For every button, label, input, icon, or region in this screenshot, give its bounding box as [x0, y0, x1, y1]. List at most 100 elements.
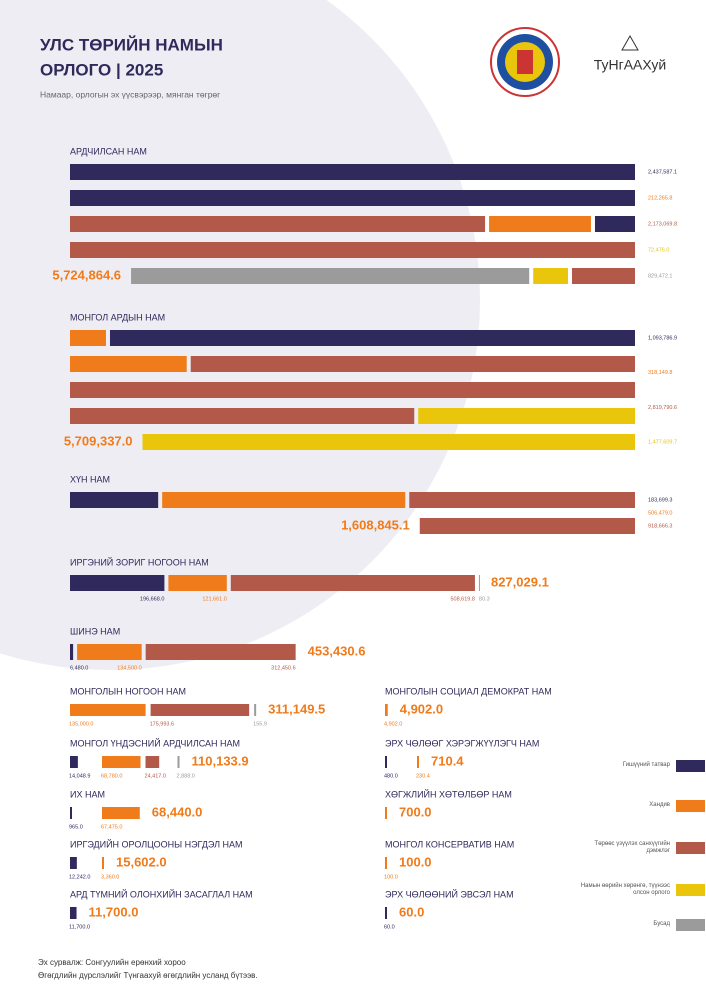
value-label: 135,000.0 — [69, 721, 93, 727]
value-label: 2,437,587.1 — [648, 169, 677, 175]
legend-label: Гишүүний татвар — [622, 762, 670, 769]
title-line: УЛС ТӨРИЙН НАМЫН — [40, 35, 223, 54]
legend-swatch — [676, 800, 705, 812]
value-label: 12,242.0 — [69, 874, 90, 880]
bar-segment — [142, 434, 635, 450]
bar-segment — [102, 857, 104, 869]
value-label: 14,048.9 — [69, 773, 90, 779]
value-label: 318,149.8 — [648, 370, 672, 376]
legend-label: Бусад — [653, 921, 670, 928]
value-label: 175,993.6 — [150, 721, 174, 727]
party-name: АРДЧИЛСАН НАМ — [70, 146, 147, 156]
value-label: 480.0 — [384, 773, 398, 779]
total-label: 453,430.6 — [308, 643, 366, 658]
total-label: 110,133.9 — [192, 753, 249, 768]
value-label: 1,093,786.9 — [648, 335, 677, 341]
value-label: 230.4 — [416, 773, 430, 779]
source-note: Эх сурвалж: Сонгуулийн ерөнхий хороо — [38, 958, 186, 967]
bar-segment — [70, 575, 165, 591]
value-label: 60.0 — [384, 924, 395, 930]
legend-entry: Намын өөрийн хөрөнгө, түүнээс олсон орло… — [581, 883, 670, 896]
value-label: 121,661.0 — [202, 596, 226, 602]
bar-segment — [102, 807, 140, 819]
value-label: 312,450.6 — [271, 665, 295, 671]
bar-segment — [70, 807, 72, 819]
title-line: ОРЛОГО | 2025 — [40, 60, 163, 79]
party-name: ИРГЭДИЙН ОРОЛЦООНЫ НЭГДЭЛ НАМ — [70, 838, 243, 849]
total-label: 60.0 — [399, 904, 424, 919]
value-label: 212,265.8 — [648, 195, 672, 201]
party-name: АРД ТҮМНИЙ ОЛОНХИЙН ЗАСАГЛАЛ НАМ — [70, 888, 253, 899]
logo: ТуНгААХуй — [594, 34, 667, 73]
bar-segment — [409, 492, 635, 508]
total-label: 1,608,845.1 — [341, 517, 410, 532]
value-label: 11,700.0 — [69, 924, 90, 930]
value-label: 67,475.0 — [101, 824, 122, 830]
party-name: МОНГОЛЫН НОГООН НАМ — [70, 686, 186, 696]
value-label: 183,699.3 — [648, 497, 672, 503]
bar-segment — [150, 704, 250, 716]
emblem — [490, 27, 560, 97]
bar-segment — [177, 756, 180, 768]
value-label: 965.0 — [69, 824, 83, 830]
bar-segment — [70, 356, 187, 372]
legend-entry: Гишүүний татвар — [622, 762, 670, 769]
bar-segment — [385, 857, 387, 869]
value-label: 3,360.0 — [101, 874, 119, 880]
bar-segment — [70, 242, 635, 258]
value-label: 829,472.1 — [648, 273, 672, 279]
party-name: ИРГЭНИЙ ЗОРИГ НОГООН НАМ — [70, 556, 209, 567]
bar-segment — [489, 216, 591, 232]
party-name: ИХ НАМ — [70, 789, 105, 799]
bar-segment — [385, 907, 387, 919]
bar-segment — [70, 756, 78, 768]
bar-segment — [254, 704, 257, 716]
bar-segment — [385, 704, 388, 716]
bar-segment — [230, 575, 475, 591]
legend-entry: Хандив — [649, 802, 670, 809]
bar-segment — [571, 268, 635, 284]
value-label: 155.9 — [253, 721, 267, 727]
party-name: ХҮН НАМ — [70, 474, 110, 484]
legend-label: Хандив — [649, 802, 670, 809]
credit-note: Өгөгдлийн дүрслэлийг Түнгаахуй өгөгдлийн… — [38, 971, 258, 980]
bar-segment — [70, 190, 635, 206]
bar-segment — [70, 408, 415, 424]
value-label: 68,780.0 — [101, 773, 122, 779]
bar-segment — [70, 644, 74, 660]
legend-entry: Бусад — [653, 921, 670, 928]
value-label: 134,500.0 — [117, 665, 141, 671]
total-label: 4,902.0 — [400, 701, 443, 716]
total-label: 710.4 — [431, 753, 464, 768]
bar-segment — [145, 756, 160, 768]
total-label: 827,029.1 — [491, 574, 549, 589]
value-label: 506,479.0 — [648, 510, 672, 516]
bar-segment — [594, 216, 635, 232]
value-label: 1,477,609.7 — [648, 439, 677, 445]
party-name: ЭРХ ЧӨЛӨӨНИЙ ЭВСЭЛ НАМ — [385, 888, 514, 899]
bar-segment — [102, 756, 141, 768]
subtitle: Намаар, орлогын эх үүсвэрээр, мянган төг… — [40, 89, 220, 99]
bar-segment — [70, 382, 635, 398]
bar-segment — [131, 268, 530, 284]
value-label: 6,480.0 — [70, 665, 88, 671]
bar-segment — [478, 575, 480, 591]
legend-swatch — [676, 919, 705, 931]
value-label: 196,668.0 — [140, 596, 164, 602]
bar-segment — [385, 807, 387, 819]
logo-text: ТуНгААХуй — [594, 57, 667, 73]
party-name: ХӨГЖЛИЙН ХӨТӨЛБӨР НАМ — [385, 788, 512, 799]
total-label: 311,149.5 — [268, 701, 325, 716]
bar-segment — [417, 756, 419, 768]
legend-swatch — [676, 884, 705, 896]
bar-segment — [190, 356, 635, 372]
party-name: МОНГОЛЫН СОЦИАЛ ДЕМОКРАТ НАМ — [385, 686, 552, 696]
party-name: ЭРХ ЧӨЛӨӨГ ХЭРЭГЖҮҮЛЭГЧ НАМ — [385, 738, 539, 748]
bar-segment — [109, 330, 635, 346]
value-label: 2,819,790.6 — [648, 405, 677, 411]
bar-segment — [145, 644, 296, 660]
bar-segment — [162, 492, 406, 508]
bar-segment — [385, 756, 387, 768]
bar-segment — [70, 857, 77, 869]
